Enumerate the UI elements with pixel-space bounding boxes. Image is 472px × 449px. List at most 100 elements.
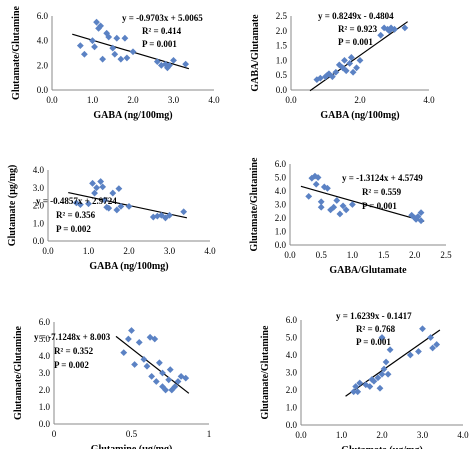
data-point — [408, 211, 416, 219]
x-tick-label: 4.0 — [208, 95, 220, 105]
data-point — [429, 344, 437, 352]
data-point — [415, 348, 422, 355]
data-point — [419, 325, 426, 333]
x-tick-label: 0.0 — [42, 246, 54, 256]
y-tick-label: 4.0 — [33, 165, 45, 175]
x-tick-label: 4.0 — [457, 430, 469, 440]
data-point — [101, 196, 109, 204]
y-tick-label: 1.0 — [286, 403, 298, 413]
data-point — [151, 335, 159, 343]
y-tick-label: 5.0 — [286, 333, 298, 343]
data-point — [320, 183, 328, 191]
y-axis-title: Glutamate/Glutamine — [249, 157, 260, 251]
y-tick-label: 2.0 — [275, 213, 287, 223]
data-point — [93, 184, 100, 192]
data-point — [370, 377, 378, 385]
data-point — [91, 189, 98, 197]
data-point — [85, 200, 92, 208]
data-point — [143, 362, 151, 370]
regression-annotation: R² = 0.414 — [142, 26, 182, 36]
x-tick-label: 3.0 — [164, 246, 176, 256]
data-point — [89, 37, 96, 45]
data-point — [362, 381, 370, 389]
data-point — [174, 378, 182, 385]
data-point — [382, 358, 390, 366]
data-point — [349, 201, 356, 208]
data-point — [327, 206, 334, 214]
data-point — [117, 202, 125, 210]
data-point — [417, 209, 425, 216]
data-point — [162, 214, 169, 222]
x-tick-label: 2.0 — [409, 250, 421, 260]
y-tick-label: 0.0 — [276, 85, 288, 95]
data-point — [166, 61, 173, 69]
x-tick-label: 1.0 — [87, 95, 99, 105]
x-tick-label: 1 — [207, 429, 212, 439]
data-point — [171, 383, 179, 390]
x-tick-label: 1.0 — [336, 430, 348, 440]
y-tick-label: 2.0 — [33, 201, 45, 211]
data-point — [354, 388, 362, 396]
trend-line — [300, 185, 425, 222]
data-point — [156, 359, 163, 367]
x-tick-label: 4.0 — [423, 95, 435, 105]
data-point — [159, 369, 166, 377]
data-point — [105, 204, 113, 212]
regression-annotation: R² = 0.356 — [56, 210, 96, 220]
regression-annotation: y = -1.3124x + 4.5749 — [342, 173, 423, 183]
x-axis-title: GABA (ng/100mg) — [93, 110, 172, 121]
x-axis-title: GABA (ng/100mg) — [320, 110, 399, 121]
data-point — [384, 370, 392, 378]
y-tick-label: 4.0 — [286, 350, 298, 360]
x-tick-label: 0 — [52, 429, 57, 439]
x-tick-label: 0.0 — [284, 250, 296, 260]
y-tick-label: 6.0 — [275, 159, 287, 169]
data-point — [368, 376, 376, 383]
data-point — [386, 346, 394, 354]
data-point — [166, 211, 173, 219]
data-point — [347, 54, 355, 61]
data-point — [401, 24, 409, 32]
data-point — [312, 180, 320, 188]
data-point — [81, 50, 88, 58]
data-point — [95, 24, 102, 32]
data-point — [380, 365, 388, 373]
y-tick-label: 3.0 — [275, 200, 287, 210]
data-point — [329, 73, 336, 81]
y-tick-label: 1.0 — [275, 227, 287, 237]
data-point — [140, 356, 148, 363]
regression-annotation: P = 0.001 — [338, 37, 373, 47]
data-point — [157, 61, 165, 69]
data-point — [317, 198, 325, 206]
data-point — [166, 366, 174, 373]
data-point — [353, 64, 360, 72]
data-point — [153, 58, 161, 66]
data-point — [105, 33, 113, 41]
data-point — [128, 327, 135, 334]
data-point — [335, 61, 343, 69]
data-point — [374, 374, 382, 382]
data-point — [414, 213, 422, 221]
data-point — [330, 203, 338, 211]
data-point — [366, 383, 374, 390]
y-tick-label: 5.0 — [275, 173, 287, 183]
data-point — [152, 378, 160, 385]
data-point — [91, 43, 98, 51]
y-tick-label: 1.0 — [39, 402, 51, 412]
data-point — [332, 68, 340, 76]
y-tick-label: 2.0 — [286, 385, 298, 395]
y-axis-title: Glutamate (µg/mg) — [7, 165, 18, 247]
x-tick-label: 0.5 — [316, 250, 328, 260]
data-point — [99, 55, 107, 63]
x-axis-title: Glutamate (µg/mg) — [341, 445, 423, 449]
x-tick-label: 2.0 — [376, 430, 388, 440]
y-axis-title: GABA/Glutamate — [250, 14, 261, 92]
y-tick-label: 1.5 — [276, 41, 288, 51]
panel-top-left: 0.0 2.0 4.0 6.0 0.0 1.0 2.0 3.0 4.0 y = -0.9703x … — [11, 6, 220, 121]
panel-middle-left: 0.0 1.0 2.0 3.0 4.0 0.0 1.0 2.0 3.0 4.0 y = -0.485… — [7, 165, 216, 272]
y-tick-label: 0.5 — [276, 70, 288, 80]
panel-bottom-right: 0.0 1.0 2.0 3.0 4.0 5.0 6.0 0.0 1.0 2.0 3.0 4.0 y = … — [260, 311, 469, 449]
x-tick-label: 1.5 — [378, 250, 390, 260]
x-tick-label: 3.0 — [417, 430, 429, 440]
